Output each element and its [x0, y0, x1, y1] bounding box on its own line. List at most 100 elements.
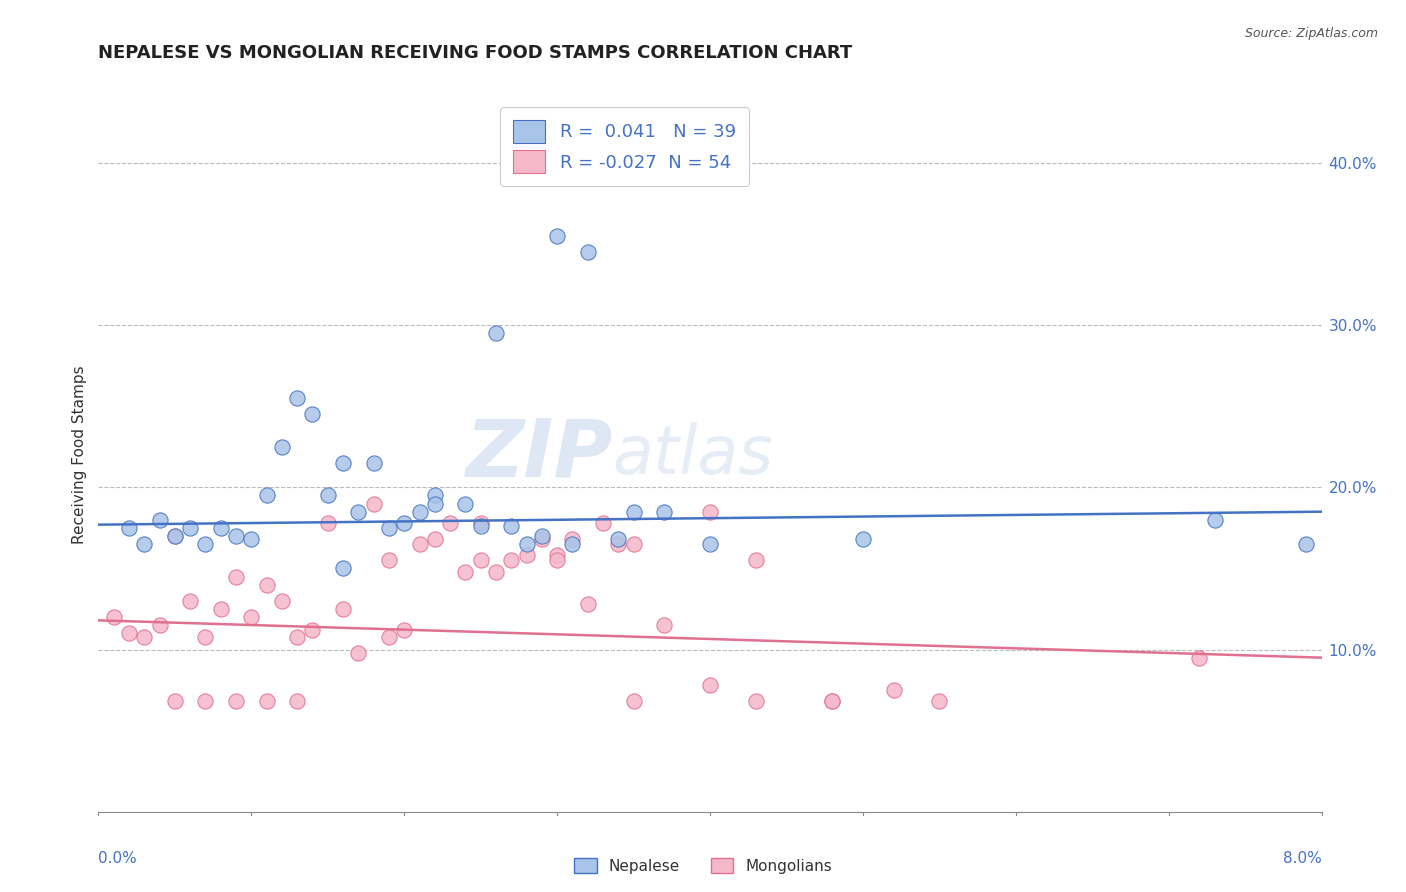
Text: ZIP: ZIP	[465, 416, 612, 494]
Point	[454, 497, 477, 511]
Point	[423, 488, 446, 502]
Point	[745, 694, 768, 708]
Point	[928, 694, 950, 708]
Y-axis label: Receiving Food Stamps: Receiving Food Stamps	[72, 366, 87, 544]
Point	[285, 694, 308, 708]
Point	[163, 529, 186, 543]
Point	[501, 553, 523, 567]
Point	[454, 565, 477, 579]
Point	[576, 597, 599, 611]
Point	[149, 618, 172, 632]
Point	[378, 553, 401, 567]
Point	[852, 533, 875, 547]
Point	[363, 497, 385, 511]
Point	[118, 521, 141, 535]
Point	[546, 553, 568, 567]
Point	[821, 694, 844, 708]
Point	[301, 623, 323, 637]
Point	[163, 694, 186, 708]
Text: NEPALESE VS MONGOLIAN RECEIVING FOOD STAMPS CORRELATION CHART: NEPALESE VS MONGOLIAN RECEIVING FOOD STA…	[98, 45, 852, 62]
Point	[423, 533, 446, 547]
Point	[1188, 650, 1211, 665]
Point	[378, 630, 401, 644]
Text: 0.0%: 0.0%	[98, 851, 138, 866]
Point	[225, 569, 247, 583]
Point	[332, 456, 354, 470]
Point	[347, 646, 370, 660]
Point	[316, 516, 339, 530]
Point	[194, 537, 217, 551]
Point	[363, 456, 385, 470]
Point	[285, 391, 308, 405]
Point	[285, 630, 308, 644]
Point	[1204, 513, 1226, 527]
Point	[530, 529, 553, 543]
Point	[1295, 537, 1317, 551]
Point	[623, 537, 645, 551]
Point	[530, 533, 553, 547]
Point	[576, 245, 599, 260]
Point	[485, 326, 508, 341]
Point	[270, 440, 294, 454]
Point	[470, 553, 492, 567]
Point	[225, 694, 247, 708]
Point	[209, 602, 232, 616]
Point	[516, 537, 538, 551]
Point	[179, 594, 201, 608]
Point	[470, 519, 492, 533]
Point	[103, 610, 125, 624]
Point	[118, 626, 141, 640]
Point	[546, 229, 568, 244]
Point	[485, 565, 508, 579]
Point	[501, 519, 523, 533]
Point	[623, 505, 645, 519]
Legend: Nepalese, Mongolians: Nepalese, Mongolians	[568, 852, 838, 880]
Point	[256, 694, 278, 708]
Point	[134, 537, 156, 551]
Point	[607, 537, 630, 551]
Point	[256, 488, 278, 502]
Point	[392, 516, 416, 530]
Point	[179, 521, 201, 535]
Text: 8.0%: 8.0%	[1282, 851, 1322, 866]
Point	[745, 553, 768, 567]
Point	[240, 533, 263, 547]
Point	[699, 505, 721, 519]
Point	[883, 683, 905, 698]
Point	[470, 516, 492, 530]
Point	[546, 549, 568, 563]
Point	[699, 678, 721, 692]
Point	[163, 529, 186, 543]
Point	[316, 488, 339, 502]
Point	[194, 694, 217, 708]
Text: atlas: atlas	[612, 422, 773, 488]
Point	[652, 618, 675, 632]
Point	[225, 529, 247, 543]
Point	[332, 602, 354, 616]
Point	[194, 630, 217, 644]
Point	[516, 549, 538, 563]
Text: Source: ZipAtlas.com: Source: ZipAtlas.com	[1244, 27, 1378, 40]
Point	[592, 516, 614, 530]
Point	[134, 630, 156, 644]
Point	[699, 537, 721, 551]
Point	[623, 694, 645, 708]
Point	[270, 594, 294, 608]
Point	[256, 577, 278, 591]
Point	[652, 505, 675, 519]
Point	[821, 694, 844, 708]
Point	[347, 505, 370, 519]
Point	[392, 623, 416, 637]
Point	[408, 537, 430, 551]
Legend: R =  0.041   N = 39, R = -0.027  N = 54: R = 0.041 N = 39, R = -0.027 N = 54	[501, 107, 748, 186]
Point	[240, 610, 263, 624]
Point	[332, 561, 354, 575]
Point	[149, 513, 172, 527]
Point	[423, 497, 446, 511]
Point	[378, 521, 401, 535]
Point	[561, 533, 583, 547]
Point	[301, 408, 323, 422]
Point	[209, 521, 232, 535]
Point	[561, 537, 583, 551]
Point	[408, 505, 430, 519]
